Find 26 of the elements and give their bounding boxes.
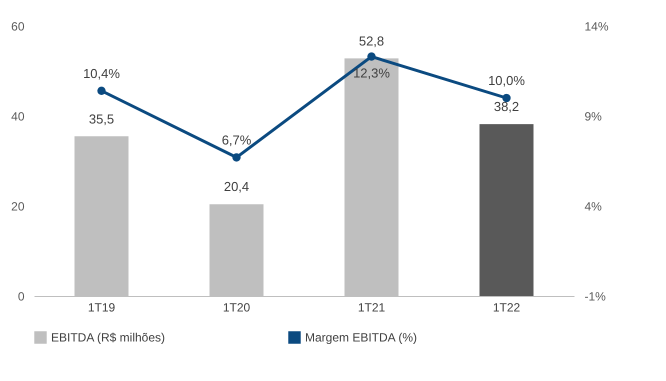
point (232, 153, 241, 162)
legend-label: EBITDA (R$ milhões) (51, 330, 166, 345)
x-tick-label: 1T21 (358, 300, 386, 314)
y2-tick-label: 14% (584, 20, 609, 34)
legend-label: Margem EBITDA (%) (305, 330, 418, 345)
point (367, 52, 376, 61)
y2-tick-label: 9% (584, 110, 602, 124)
x-tick-label: 1T20 (222, 300, 250, 314)
data-label: 35,5 (88, 111, 114, 126)
x-tick-label: 1T19 (88, 300, 116, 314)
y2-tick-label: -1% (584, 290, 606, 304)
data-label: 52,8 (358, 33, 384, 48)
y-tick-label: 60 (11, 20, 25, 34)
y-tick-label: 20 (11, 200, 25, 214)
x-tick-label: 1T22 (492, 300, 520, 314)
y-tick-label: 0 (18, 290, 25, 304)
data-label: 10,0% (488, 73, 526, 88)
data-label: 38,2 (494, 99, 520, 114)
data-label: 20,4 (224, 179, 250, 194)
data-label: 12,3% (353, 66, 390, 81)
bar (480, 124, 534, 296)
y2-tick-label: 4% (584, 200, 602, 214)
y-tick-label: 40 (11, 110, 25, 124)
data-label: 10,4% (83, 66, 120, 81)
point (97, 86, 106, 95)
data-label: 6,7% (222, 132, 252, 148)
